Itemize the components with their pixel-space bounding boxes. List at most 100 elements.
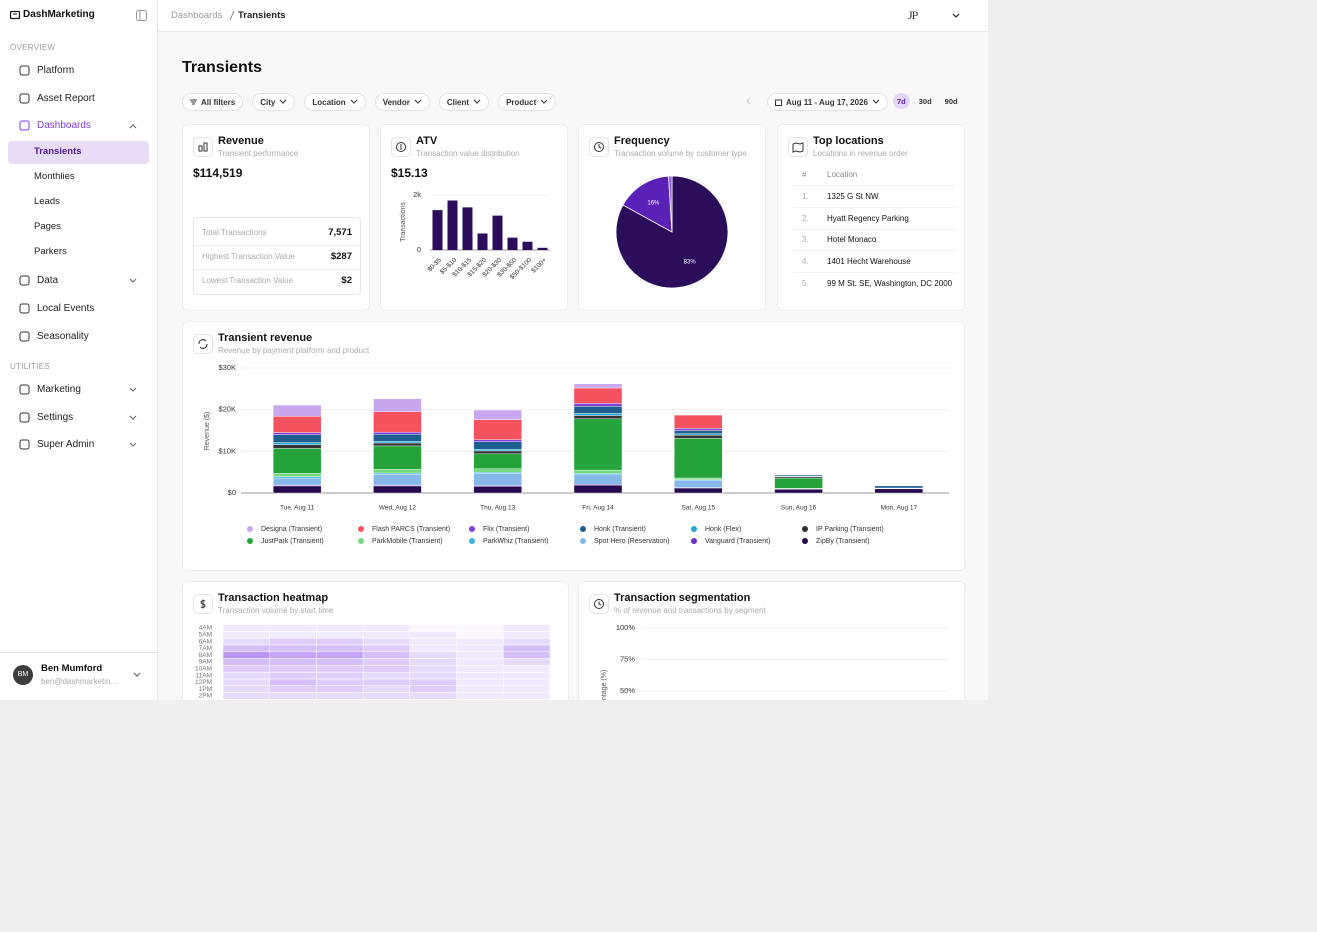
filter-button[interactable]: Location <box>304 93 366 111</box>
filter-button[interactable]: Vendor <box>374 93 430 111</box>
topbar: Dashboards Transients JP <box>158 0 988 32</box>
legend-label: Flash PARCS (Transient) <box>372 526 450 533</box>
range-button[interactable]: 7d <box>892 93 910 109</box>
bar-segment <box>573 387 623 404</box>
range-button[interactable]: 90d <box>944 96 958 106</box>
row-label: 1PM <box>199 686 212 693</box>
bar-segment <box>373 474 422 486</box>
heatmap-cell <box>456 671 504 680</box>
x-tick-label: Wed, Aug 12 <box>379 505 416 512</box>
filter-label: Client <box>446 97 470 107</box>
nav-item[interactable]: Platform <box>37 65 75 76</box>
row-divider <box>793 228 955 230</box>
stat-value: $287 <box>330 251 352 262</box>
card-icon <box>788 137 808 157</box>
bar-segment <box>674 487 723 494</box>
bar <box>522 241 533 250</box>
bar <box>432 210 443 250</box>
app: DashMarketing OVERVIEW Platform Asset Repo… <box>0 0 988 700</box>
nav-item[interactable]: Marketing <box>37 383 81 395</box>
filter-button[interactable]: Client <box>438 93 490 111</box>
heatmap-cell <box>503 685 551 693</box>
heatmap-cell <box>503 624 551 632</box>
heatmap-cell <box>503 651 551 659</box>
bar-segment <box>373 442 422 447</box>
bar-segment <box>874 488 924 494</box>
bar-segment <box>373 411 422 433</box>
heatmap-cell <box>222 644 270 653</box>
chevron-line <box>129 415 137 420</box>
breadcrumb-link[interactable]: Dashboards <box>171 10 223 21</box>
location-name[interactable]: Hotel Monaco <box>827 235 877 245</box>
range-button[interactable]: 30d <box>918 96 932 106</box>
locations-card: Top locations Locations in revenue order… <box>777 124 965 311</box>
rank: 5. <box>802 278 809 288</box>
nav-item[interactable]: Dashboards <box>37 120 91 132</box>
revenue-card: Revenue Transient performance $114,519 T… <box>182 124 370 311</box>
heatmap-card: 4AM 5AM 6AM 7AM 8AM 9AM 10AM 11AM 12PM 1PM 2PM Tra… <box>182 581 569 700</box>
stat-label: Highest Transaction Value <box>202 252 295 261</box>
legend-swatch <box>358 538 364 544</box>
filter-bar: All filters City Location Vendor Client Produ… <box>182 93 557 111</box>
location-name[interactable]: 1401 Hecht Warehouse <box>827 257 911 267</box>
heatmap-cell <box>409 631 457 639</box>
filter-button[interactable]: City <box>252 93 296 111</box>
nav-item[interactable]: Asset Report <box>37 92 95 104</box>
y-tick-label: $20K <box>218 405 236 414</box>
prev-arrow[interactable] <box>746 97 752 105</box>
collapse-button[interactable] <box>136 10 147 21</box>
nav-subitem[interactable]: Parkers <box>34 246 67 258</box>
bar-segment <box>774 474 823 477</box>
bar-segment <box>272 473 322 477</box>
heatmap-cell <box>409 624 457 632</box>
nav-subitem[interactable]: Transients <box>34 146 82 158</box>
icon-shape <box>19 65 30 76</box>
heatmap-cell <box>222 658 270 666</box>
bar-segment <box>473 453 522 470</box>
filter-button[interactable]: All filters <box>182 93 244 111</box>
client-logo[interactable]: JP <box>908 8 918 22</box>
revenue-total: $114,519 <box>193 166 243 180</box>
card-subtitle: Transient performance <box>218 149 299 158</box>
legend-swatch <box>580 526 586 532</box>
y-tick-label: 75% <box>620 654 635 663</box>
bar-segment <box>674 434 723 439</box>
nav-item[interactable]: Settings <box>37 411 74 423</box>
atv-value: $15.13 <box>391 166 428 180</box>
bar-segment <box>272 444 322 449</box>
nav-item[interactable]: Super Admin <box>37 439 95 451</box>
nav-subitem[interactable]: Leads <box>34 196 60 208</box>
heatmap-cell <box>409 637 457 646</box>
page-title: Transients <box>182 59 263 76</box>
row-label: 5AM <box>199 632 212 639</box>
date-picker[interactable]: Aug 11 - Aug 17, 2026 <box>767 93 888 111</box>
legend-swatch <box>691 526 697 532</box>
chevron <box>279 99 287 104</box>
legend-swatch <box>802 538 808 544</box>
nav-item[interactable]: Local Events <box>37 303 95 315</box>
location-name[interactable]: 1325 G St NW <box>827 192 879 201</box>
bar-segment <box>473 439 522 442</box>
location-name[interactable]: Hyatt Regency Parking <box>827 213 909 223</box>
bar-segment <box>473 419 522 440</box>
heatmap-cell <box>456 624 504 632</box>
row-divider <box>793 207 955 208</box>
bar-segment <box>473 486 522 494</box>
user-menu[interactable]: BM Ben Mumford ben@dashmarketin... <box>0 653 157 700</box>
heatmap-cell <box>269 685 317 693</box>
heatmap-cell <box>269 665 317 673</box>
nav-item[interactable]: Data <box>37 275 59 287</box>
card-title: Transaction segmentation <box>614 592 751 604</box>
stat-value: $2 <box>341 275 352 286</box>
nav-subitem[interactable]: Monthlies <box>34 171 75 183</box>
heatmap-cell <box>409 658 457 666</box>
nav-icon <box>19 331 30 342</box>
nav-item[interactable]: Seasonality <box>37 330 89 342</box>
filter-button[interactable]: Product <box>498 93 557 111</box>
nav-subitem[interactable]: Pages <box>34 221 61 233</box>
location-name[interactable]: 99 M St. SE, Washington, DC 2000 <box>827 278 953 288</box>
rank: 2. <box>802 213 809 223</box>
y-axis-label: Percentage (%) <box>601 670 608 700</box>
brand-name: DashMarketing <box>23 9 95 20</box>
heatmap-cell <box>409 678 457 687</box>
